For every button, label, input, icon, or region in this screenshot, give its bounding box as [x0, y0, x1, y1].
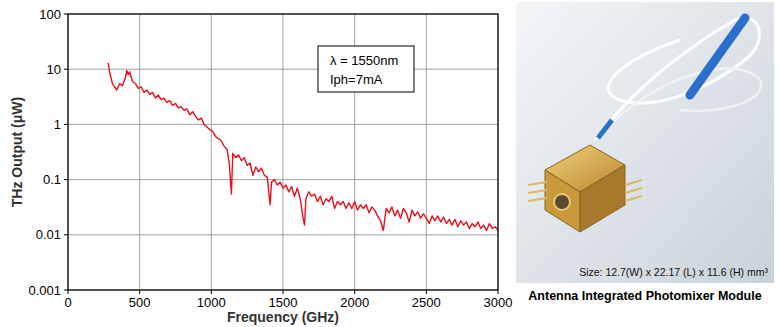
x-tick	[283, 290, 284, 294]
x-tick	[354, 290, 355, 294]
pin	[625, 196, 642, 201]
annotation-frame	[318, 46, 414, 92]
y-tick-label: 1	[54, 117, 61, 132]
photo-background	[516, 2, 774, 283]
annotation-box: λ = 1550nm Iph=7mA	[318, 46, 414, 92]
photo: Size: 12.7(W) x 22.17 (L) x 11.6 (H) mm³	[516, 2, 774, 283]
pin	[625, 188, 642, 193]
y-tick-label: 100	[39, 7, 61, 22]
y-tick	[64, 69, 68, 70]
y-tick	[64, 234, 68, 235]
y-tick-label: 0.001	[28, 283, 61, 298]
x-tick-label: 2000	[340, 295, 369, 310]
x-tick	[426, 290, 427, 294]
photo-caption: Antenna Integrated Photomixer Module	[528, 289, 761, 303]
x-grid-line	[139, 14, 140, 290]
module-side	[580, 165, 625, 232]
x-axis-title: Frequency (GHz)	[227, 309, 339, 325]
y-tick-label: 10	[47, 62, 61, 77]
y-tick-label: 0.01	[36, 227, 61, 242]
plot-frame	[68, 14, 498, 290]
ticks: 0.0010.010.11101000500100015002000250030…	[28, 7, 512, 311]
annotation: Iph=7mA	[330, 72, 383, 87]
size-label: Size: 12.7(W) x 22.17 (L) x 11.6 (H) mm³	[579, 266, 768, 278]
x-grid-line	[211, 14, 212, 290]
y-tick	[64, 290, 68, 291]
data-line	[108, 63, 498, 231]
x-grid-line	[283, 14, 284, 290]
x-tick	[211, 290, 212, 294]
x-tick-label: 0	[64, 295, 71, 310]
lens	[554, 194, 570, 210]
x-grid-line	[426, 14, 427, 290]
module-front	[545, 170, 580, 232]
series-group	[108, 63, 498, 231]
x-tick	[68, 290, 69, 294]
pin	[528, 190, 547, 193]
annotation: λ = 1550nm	[330, 53, 398, 68]
y-tick	[64, 124, 68, 125]
y-axis-title: THz Output (μW)	[9, 97, 25, 207]
x-tick-label: 500	[129, 295, 151, 310]
x-tick	[498, 290, 499, 294]
fiber-boot	[598, 120, 612, 138]
pin	[528, 198, 547, 201]
x-tick-label: 3000	[484, 295, 513, 310]
pin	[625, 180, 642, 185]
fiber	[600, 69, 761, 135]
x-tick-label: 1500	[269, 295, 298, 310]
y-tick	[64, 14, 68, 15]
x-tick-label: 2500	[412, 295, 441, 310]
x-tick	[139, 290, 140, 294]
y-tick	[64, 179, 68, 180]
pin	[528, 182, 547, 185]
grid	[68, 14, 498, 290]
x-tick-label: 1000	[197, 295, 226, 310]
y-tick-label: 0.1	[43, 172, 61, 187]
connector	[690, 18, 745, 95]
figure: 0.0010.010.11101000500100015002000250030…	[0, 0, 778, 327]
